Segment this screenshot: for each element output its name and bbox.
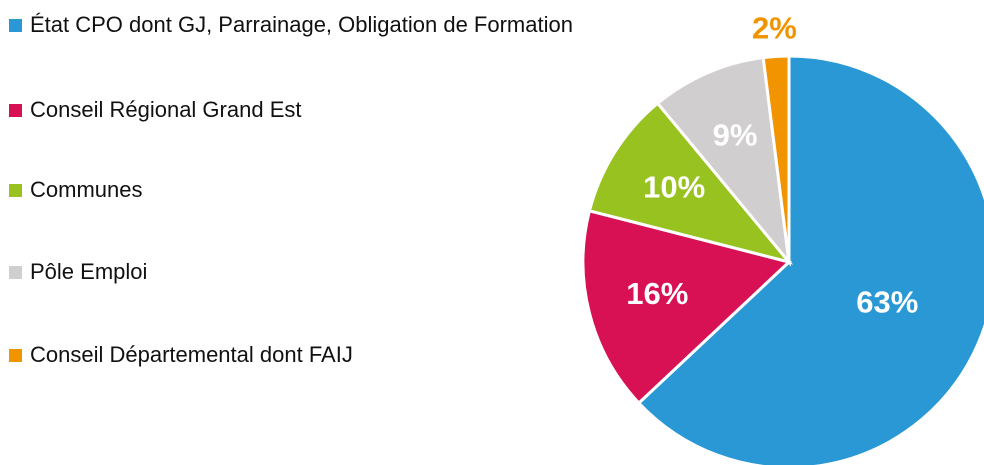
legend-swatch bbox=[9, 349, 22, 362]
pie-slice bbox=[636, 54, 984, 465]
legend-label: État CPO dont GJ, Parrainage, Obligation… bbox=[30, 12, 573, 37]
legend-swatch bbox=[9, 184, 22, 197]
legend-label: Communes bbox=[30, 177, 142, 202]
pie-slice bbox=[581, 208, 793, 406]
slice-label: 9% bbox=[713, 117, 758, 152]
slice-label: 16% bbox=[626, 276, 688, 311]
slice-label: 63% bbox=[856, 285, 918, 320]
pie-slice bbox=[761, 54, 791, 263]
legend-label: Conseil Régional Grand Est bbox=[30, 97, 301, 122]
slice-label: 2% bbox=[752, 11, 797, 46]
legend-swatch bbox=[9, 19, 22, 32]
legend-label: Pôle Emploi bbox=[30, 259, 147, 284]
pie-slice bbox=[587, 101, 794, 265]
legend-label: Conseil Départemental dont FAIJ bbox=[30, 342, 353, 367]
legend-swatch bbox=[9, 104, 22, 117]
pie-slice bbox=[655, 55, 792, 267]
slice-label: 10% bbox=[643, 169, 705, 204]
legend-swatch bbox=[9, 266, 22, 279]
